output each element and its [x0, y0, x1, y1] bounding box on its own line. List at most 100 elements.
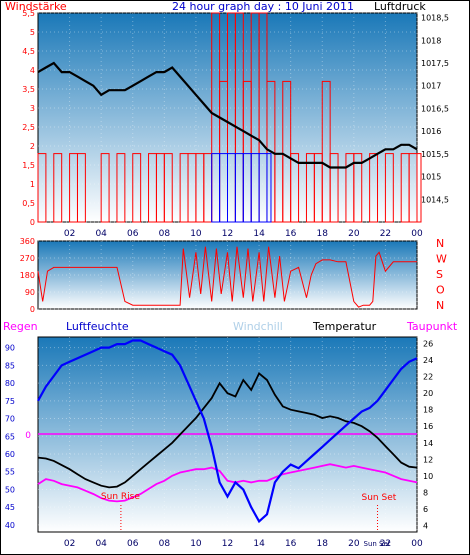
x-tick-label: 22 [380, 229, 391, 239]
x-tick-label: 04 [95, 229, 107, 239]
temperature-line [37, 371, 418, 489]
humidity-tick-label: 50 [5, 485, 15, 494]
dewpoint-label: Taupunkt [406, 320, 458, 333]
x-tick-label: 00 [411, 539, 423, 549]
humidity-tick-label: 80 [5, 379, 15, 388]
temperature-tick-label: 26 [423, 340, 433, 349]
x-tick-label: 10 [190, 229, 202, 239]
pressure-tick-label: 1018,5 [421, 14, 449, 23]
wind-bar [116, 153, 126, 223]
x-tick-label: 02 [64, 539, 75, 549]
wind-tick-label: 2 [30, 142, 35, 151]
pressure-tick-label: 1015 [421, 173, 441, 182]
x-tick-label: 08 [159, 229, 171, 239]
compass-label: S [436, 268, 443, 281]
sun-set-label: Sun Set [362, 493, 397, 503]
wind-tick-label: 1 [30, 180, 35, 189]
x-tick-label: 18 [317, 229, 329, 239]
x-tick-label: 14 [253, 539, 265, 549]
wind-bar [37, 153, 47, 223]
humidity-tick-label: 55 [5, 468, 15, 477]
direction-tick-label: 180 [20, 271, 35, 280]
wind-bar [163, 153, 173, 223]
x-tick-label: 10 [190, 539, 202, 549]
wind-axis-ticks: 0 0,5 1 1,5 2 2,5 3 3,5 4 4,5 5 5,5 [22, 9, 35, 227]
temperature-tick-label: 14 [423, 439, 433, 448]
humidity-tick-label: 45 [5, 503, 15, 512]
humidity-axis-ticks: 40 45 50 55 60 65 70 75 80 85 90 [5, 344, 15, 530]
humidity-tick-label: 90 [5, 344, 15, 353]
humidity-tick-label: 75 [5, 397, 15, 406]
temperature-tick-label: 10 [423, 472, 433, 481]
compass-label: O [436, 284, 445, 297]
direction-axis-ticks: 0 90 180 270 360 [20, 237, 35, 314]
wind-tick-label: 1,5 [22, 161, 35, 170]
x-tick-label: 06 [127, 539, 139, 549]
humidity-tick-label: 40 [5, 521, 15, 530]
direction-grid [38, 240, 418, 310]
wind-bar [76, 153, 86, 223]
dewpoint-line [37, 463, 418, 503]
humidity-line [37, 339, 418, 524]
temperature-tick-label: 6 [423, 505, 428, 514]
direction-tick-label: 270 [20, 254, 35, 263]
compass-label: N [436, 237, 444, 250]
pressure-tick-label: 1016 [421, 127, 441, 136]
temperature-tick-label: 4 [423, 521, 428, 530]
x-tick-label: 04 [95, 539, 107, 549]
x-tick-label: 20 [348, 229, 360, 239]
x-tick-label: 16 [285, 539, 297, 549]
humidity-tick-label: 85 [5, 361, 15, 370]
temperature-tick-label: 20 [423, 389, 433, 398]
sun-set-axis-note: Sun Set [364, 540, 391, 548]
wind-tick-label: 5 [30, 28, 35, 37]
pressure-tick-label: 1017 [421, 82, 441, 91]
temperature-tick-label: 24 [423, 356, 433, 365]
direction-line [37, 246, 417, 308]
wind-bar [321, 80, 331, 223]
pressure-line [37, 61, 418, 169]
wind-bar [53, 153, 63, 223]
x-tick-label: 16 [285, 229, 297, 239]
x-tick-label: 20 [348, 539, 360, 549]
sun-rise-label: Sun Rise [101, 492, 140, 502]
compass-label: W [436, 253, 447, 266]
header-title: 24 hour graph day : 10 Juni 2011 [172, 0, 354, 13]
wind-bars [37, 12, 422, 223]
header-pressure-label: Luftdruck [374, 0, 426, 13]
x-tick-label: 12 [222, 229, 233, 239]
wind-tick-label: 5,5 [22, 9, 35, 18]
wind-bar [369, 153, 379, 223]
pressure-axis-ticks: 1014,5 1015 1015,5 1016 1016,5 1017 1017,5 1018… [421, 14, 449, 205]
temperature-tick-label: 22 [423, 373, 433, 382]
wind-pressure-x-ticks: 02 04 06 08 10 12 14 16 18 20 22 00 [64, 229, 423, 239]
wind-tick-label: 4,5 [22, 47, 35, 56]
humidity-tick-label: 70 [5, 415, 15, 424]
x-tick-label: 14 [253, 229, 265, 239]
humidity-tick-label: 65 [5, 432, 15, 441]
x-tick-label: 08 [159, 539, 171, 549]
compass-label: N [436, 299, 444, 312]
wind-bar [132, 153, 142, 223]
wind-bar [100, 153, 110, 223]
wind-tick-label: 3 [30, 104, 35, 113]
windchill-label: Windchill [233, 320, 283, 333]
x-tick-label: 22 [380, 539, 391, 549]
wind-bar [416, 153, 422, 223]
direction-tick-label: 360 [20, 237, 35, 246]
temp-humidity-x-ticks: 02 04 06 08 10 12 14 16 18 20 22 00 Sun Set [64, 539, 423, 549]
temperature-tick-label: 18 [423, 406, 433, 415]
wind-tick-label: 4 [30, 66, 35, 75]
rain-label: Regen [3, 320, 38, 333]
wind-bar [329, 153, 339, 223]
temperature-tick-label: 8 [423, 488, 428, 497]
rain-zero-tick: 0 [25, 431, 31, 441]
wind-tick-label: 2,5 [22, 123, 35, 132]
wind-bar [384, 153, 394, 223]
header-wind-label: Windstärke [5, 0, 67, 13]
wind-bar [353, 153, 363, 223]
temperature-tick-label: 12 [423, 455, 433, 464]
